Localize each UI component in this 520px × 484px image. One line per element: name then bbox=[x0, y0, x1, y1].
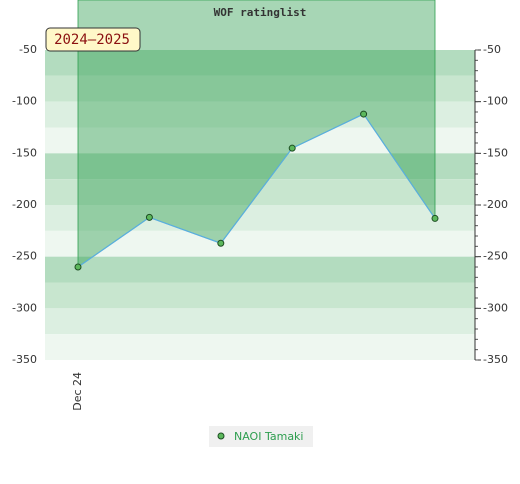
point bbox=[431, 214, 439, 222]
y2-tick-label: -200 bbox=[483, 198, 508, 211]
point bbox=[145, 213, 153, 221]
y-tick-label: -200 bbox=[12, 198, 37, 211]
bands bbox=[45, 50, 475, 360]
chart-title: WOF ratinglist bbox=[214, 6, 307, 19]
point bbox=[288, 144, 296, 152]
annotation-box bbox=[45, 27, 141, 52]
y2-tick-label: -300 bbox=[483, 301, 508, 314]
band bbox=[45, 101, 475, 128]
band bbox=[45, 75, 475, 102]
y2-tick-label: -250 bbox=[483, 250, 508, 263]
y2-tick-label: -350 bbox=[483, 353, 508, 366]
legend-marker bbox=[217, 432, 225, 440]
band bbox=[45, 230, 475, 257]
y-tick-label: -350 bbox=[12, 353, 37, 366]
point bbox=[74, 263, 82, 271]
band bbox=[45, 256, 475, 283]
band bbox=[45, 179, 475, 205]
band bbox=[45, 153, 475, 180]
y-tick-label: -100 bbox=[12, 95, 37, 108]
y2-tick-label: -50 bbox=[483, 43, 501, 56]
band bbox=[45, 282, 475, 309]
legend-box bbox=[209, 426, 313, 447]
legend-label: NAOI Tamaki bbox=[234, 430, 303, 443]
band bbox=[45, 308, 475, 335]
y-tick-label: -250 bbox=[12, 250, 37, 263]
point bbox=[360, 110, 368, 118]
y-tick-label: -150 bbox=[12, 146, 37, 159]
band bbox=[45, 50, 475, 76]
band bbox=[45, 205, 475, 231]
point bbox=[217, 239, 225, 247]
y2-tick-label: -150 bbox=[483, 146, 508, 159]
y-tick-label: -50 bbox=[19, 43, 37, 56]
band bbox=[45, 334, 475, 360]
line bbox=[77, 113, 436, 268]
y2-tick-label: -100 bbox=[483, 95, 508, 108]
y-tick-label: -300 bbox=[12, 301, 37, 314]
annotation: 2024–2025 bbox=[54, 32, 130, 48]
x-tick-label: Dec 24 bbox=[71, 372, 84, 411]
band bbox=[45, 127, 475, 154]
